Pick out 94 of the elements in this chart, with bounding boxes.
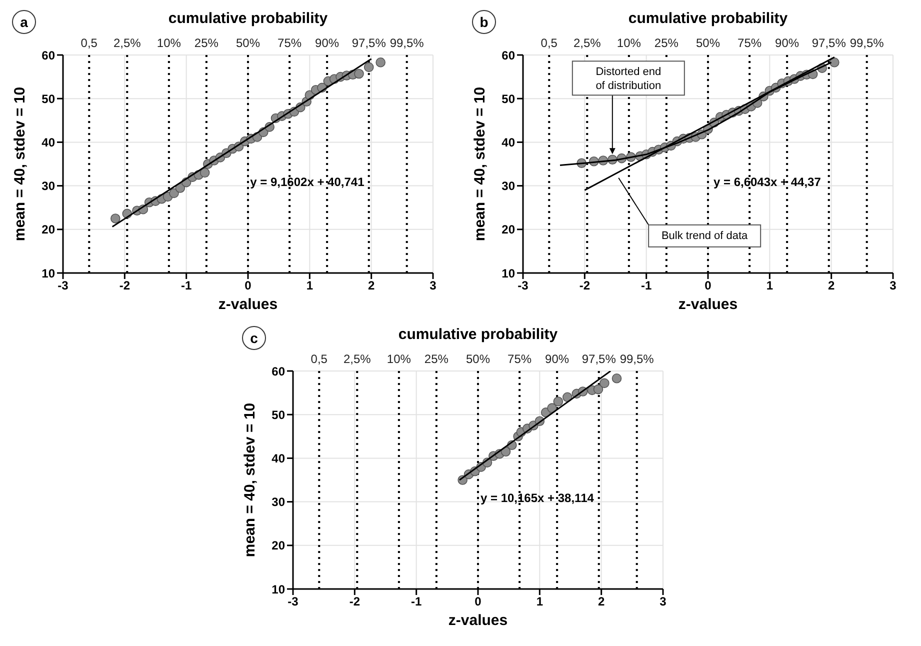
x-axis-title: z-values — [447, 612, 509, 629]
y-tick-label: 10 — [502, 266, 516, 280]
x-tick-label: 3 — [660, 594, 667, 609]
annotation: 75% — [278, 36, 302, 50]
annotation: 10% — [616, 36, 642, 50]
x-tick-label: -1 — [640, 278, 652, 293]
annotation: Bulk trend of data — [661, 230, 749, 242]
point — [354, 68, 364, 79]
annotation: Distorted end of distribution — [596, 66, 662, 92]
annotation: 50% — [696, 36, 720, 50]
y-tick-label: 40 — [42, 135, 56, 150]
x-tick-label: 1 — [306, 278, 314, 293]
annotation: 25% — [194, 36, 219, 50]
point — [553, 396, 564, 406]
x-tick-label: -3 — [518, 278, 529, 293]
y-axis-title: mean = 40, stdev = 10 — [472, 86, 488, 242]
y-tick-label: 20 — [502, 222, 516, 237]
x-tick-label: 0 — [244, 278, 252, 293]
y-tick-label: 20 — [42, 222, 56, 237]
point — [200, 168, 210, 178]
annotation: 97,5% — [352, 36, 386, 50]
annotation: 2,5% — [113, 36, 142, 50]
point — [364, 62, 374, 72]
y-tick-label: 10 — [272, 582, 286, 596]
annotation: 97,5% — [582, 352, 616, 366]
point — [376, 58, 386, 68]
annotation: y = 10,165x + 38,114 — [480, 490, 594, 505]
x-tick-label: 1 — [536, 594, 544, 609]
y-tick-label: 30 — [502, 179, 516, 194]
y-tick-label: 60 — [42, 48, 56, 62]
panel-letter-circle: b — [472, 10, 496, 34]
point — [600, 378, 610, 388]
x-axis-title: z-values — [677, 296, 739, 313]
panel-letter-circle: a — [12, 10, 36, 34]
x-tick-label: -2 — [119, 278, 130, 293]
annotation: 10% — [386, 352, 412, 366]
x2-axis-title: cumulative probability — [167, 10, 329, 27]
annotation: 90% — [775, 36, 800, 50]
point — [612, 374, 622, 384]
annotation: y = 9,1602x + 40,741 — [250, 174, 365, 189]
x-tick-label: -2 — [349, 594, 360, 609]
annotation: 50% — [236, 36, 260, 50]
annotation: 90% — [545, 352, 570, 366]
annotation: 25% — [654, 36, 679, 50]
y-tick-label: 50 — [502, 92, 516, 106]
y-tick-label: 60 — [272, 364, 286, 378]
x-axis-title: z-values — [217, 296, 279, 313]
x-tick-label: -2 — [579, 278, 590, 293]
annotation: 50% — [466, 352, 490, 366]
x-tick-label: 2 — [368, 278, 375, 293]
x-tick-label: 0 — [704, 278, 712, 293]
y-tick-label: 10 — [42, 266, 56, 280]
y-tick-label: 60 — [502, 48, 516, 62]
annotation: y = 6,6043x + 44,37 — [713, 174, 822, 189]
y-tick-label: 30 — [42, 179, 56, 194]
y-tick-label: 50 — [42, 92, 56, 106]
x-tick-label: 3 — [890, 278, 897, 293]
x-tick-label: -3 — [288, 594, 299, 609]
x2-axis-title: cumulative probability — [627, 10, 789, 27]
annotation: 2,5% — [573, 36, 602, 50]
annotation: 10% — [156, 36, 182, 50]
point — [830, 58, 840, 68]
annotation: 0,5 — [80, 36, 98, 50]
y-tick-label: 40 — [272, 451, 286, 466]
x2-axis-title: cumulative probability — [397, 326, 559, 343]
y-axis-title: mean = 40, stdev = 10 — [12, 86, 28, 242]
annotation: 75% — [738, 36, 762, 50]
y-axis-title: mean = 40, stdev = 10 — [242, 402, 258, 558]
annotation: 25% — [424, 352, 449, 366]
x-tick-label: -1 — [180, 278, 192, 293]
annotation: 99,5% — [850, 36, 884, 50]
point — [169, 188, 179, 198]
annotation: 99,5% — [390, 36, 424, 50]
x-tick-label: -1 — [410, 594, 422, 609]
x-tick-label: 0 — [474, 594, 482, 609]
annotation: 97,5% — [812, 36, 846, 50]
x-tick-label: 2 — [598, 594, 605, 609]
panel-letter-circle: c — [242, 326, 266, 350]
annotation: 0,5 — [310, 352, 328, 366]
annotation: 2,5% — [343, 352, 372, 366]
x-tick-label: 2 — [828, 278, 835, 293]
annotation: 90% — [315, 36, 340, 50]
point — [593, 384, 604, 394]
y-tick-label: 40 — [502, 135, 516, 150]
x-tick-label: 3 — [430, 278, 437, 293]
y-tick-label: 30 — [272, 495, 286, 510]
annotation: 99,5% — [620, 352, 654, 366]
point — [110, 214, 120, 224]
annotation: 75% — [508, 352, 532, 366]
y-tick-label: 50 — [272, 408, 286, 422]
x-tick-label: 1 — [766, 278, 774, 293]
annotation: 0,5 — [540, 36, 558, 50]
y-tick-label: 20 — [272, 538, 286, 553]
x-tick-label: -3 — [58, 278, 69, 293]
